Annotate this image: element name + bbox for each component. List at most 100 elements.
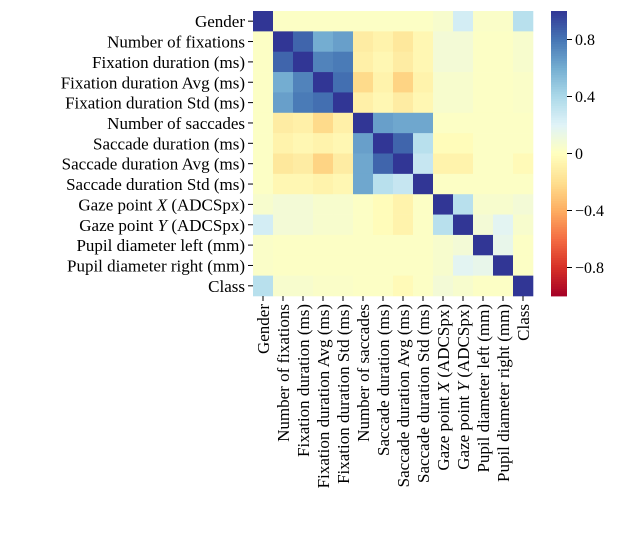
heatmap-cell (513, 234, 534, 256)
heatmap-cell (453, 31, 474, 53)
heatmap-cell (413, 275, 434, 297)
heatmap-cell (293, 133, 314, 154)
colorbar-segment (551, 196, 567, 200)
colorbar-segment (551, 248, 567, 252)
heatmap-cell (473, 275, 494, 297)
heatmap-cell (413, 194, 434, 215)
colorbar-segment (551, 291, 567, 295)
heatmap-cell (313, 173, 334, 195)
colorbar-segment (551, 34, 567, 38)
colorbar-segment (551, 279, 567, 283)
colorbar-segment (551, 117, 567, 121)
heatmap-cell (433, 31, 454, 53)
heatmap-cell (513, 255, 534, 276)
heatmap-cell (413, 173, 434, 195)
colorbar-segment (551, 258, 567, 261)
colorbar-segment (551, 269, 567, 273)
colorbar-segment (551, 220, 567, 223)
heatmap-cell (433, 11, 454, 32)
heatmap-cell (293, 112, 314, 134)
heatmap-cell (393, 255, 414, 276)
heatmap-cell (453, 92, 474, 114)
heatmap-cell (413, 255, 434, 276)
colorbar-tick-label: 0.8 (575, 32, 595, 49)
colorbar-segment (551, 58, 567, 62)
colorbar-segment (551, 122, 567, 126)
heatmap-cell (273, 92, 294, 114)
colorbar-segment (551, 134, 567, 138)
heatmap-cell (353, 234, 374, 256)
heatmap-cell (473, 92, 494, 114)
heatmap-cell (373, 72, 394, 93)
heatmap-cell (333, 11, 354, 32)
column-label: Number of fixations (274, 304, 293, 442)
colorbar-segment (551, 41, 567, 45)
heatmap-cell (273, 214, 294, 236)
heatmap-cell (373, 153, 394, 175)
heatmap-cell (273, 173, 294, 195)
heatmap-cell (333, 92, 354, 114)
colorbar-segment (551, 91, 567, 95)
heatmap-cell (393, 31, 414, 53)
heatmap-cell (333, 275, 354, 297)
heatmap-cell (293, 72, 314, 93)
heatmap-cell (313, 31, 334, 53)
heatmap-cell (513, 214, 534, 236)
heatmap-cell (353, 51, 374, 73)
colorbar-segment (551, 146, 567, 150)
heatmap-cell (253, 234, 274, 256)
heatmap-cell (473, 31, 494, 53)
colorbar-tick-label: −0.4 (575, 203, 604, 220)
heatmap-cell (473, 194, 494, 215)
row-label: Saccade duration Std (ms) (66, 175, 245, 194)
heatmap-cell (373, 194, 394, 215)
heatmap-cell (493, 214, 514, 236)
heatmap-cell (353, 31, 374, 53)
heatmap-cell (253, 72, 274, 93)
colorbar-segment (551, 141, 567, 145)
heatmap-cell (513, 194, 534, 215)
colorbar-segment (551, 231, 567, 235)
colorbar-segment (551, 293, 567, 297)
colorbar-segment (551, 193, 567, 197)
heatmap-cell (493, 92, 514, 114)
colorbar-segment (551, 46, 567, 50)
heatmap-cell (353, 173, 374, 195)
colorbar-segment (551, 101, 567, 105)
heatmap-cell (453, 214, 474, 236)
heatmap-cell (373, 173, 394, 195)
heatmap-cell (453, 112, 474, 134)
heatmap-cell (493, 194, 514, 215)
heatmap-cell (393, 275, 414, 297)
heatmap-cell (253, 255, 274, 276)
heatmap-cell (273, 153, 294, 175)
colorbar-tick-label: −0.8 (575, 260, 604, 277)
colorbar-segment (551, 167, 567, 171)
heatmap-cell (313, 214, 334, 236)
heatmap-cell (453, 194, 474, 215)
heatmap-cell (373, 214, 394, 236)
colorbar-segment (551, 13, 567, 17)
heatmap-cell (493, 275, 514, 297)
column-label: Saccade duration (ms) (374, 304, 393, 456)
colorbar-segment (551, 267, 567, 271)
colorbar-segment (551, 77, 567, 81)
heatmap-cell (473, 51, 494, 73)
colorbar-segment (551, 243, 567, 247)
heatmap-cell (353, 112, 374, 134)
heatmap-cell (473, 133, 494, 154)
heatmap-cell (433, 275, 454, 297)
colorbar-segment (551, 201, 567, 204)
heatmap-cell (513, 92, 534, 114)
colorbar-segment (551, 186, 567, 190)
heatmap-cell (513, 72, 534, 93)
colorbar-tick-label: 0 (575, 146, 583, 163)
colorbar-segment (551, 272, 567, 276)
colorbar-segment (551, 222, 567, 226)
heatmap-cell (373, 92, 394, 114)
colorbar-segment (551, 106, 567, 109)
colorbar-segment (551, 234, 567, 238)
heatmap-cell (433, 72, 454, 93)
heatmap-cell (313, 72, 334, 93)
heatmap-cell (493, 255, 514, 276)
